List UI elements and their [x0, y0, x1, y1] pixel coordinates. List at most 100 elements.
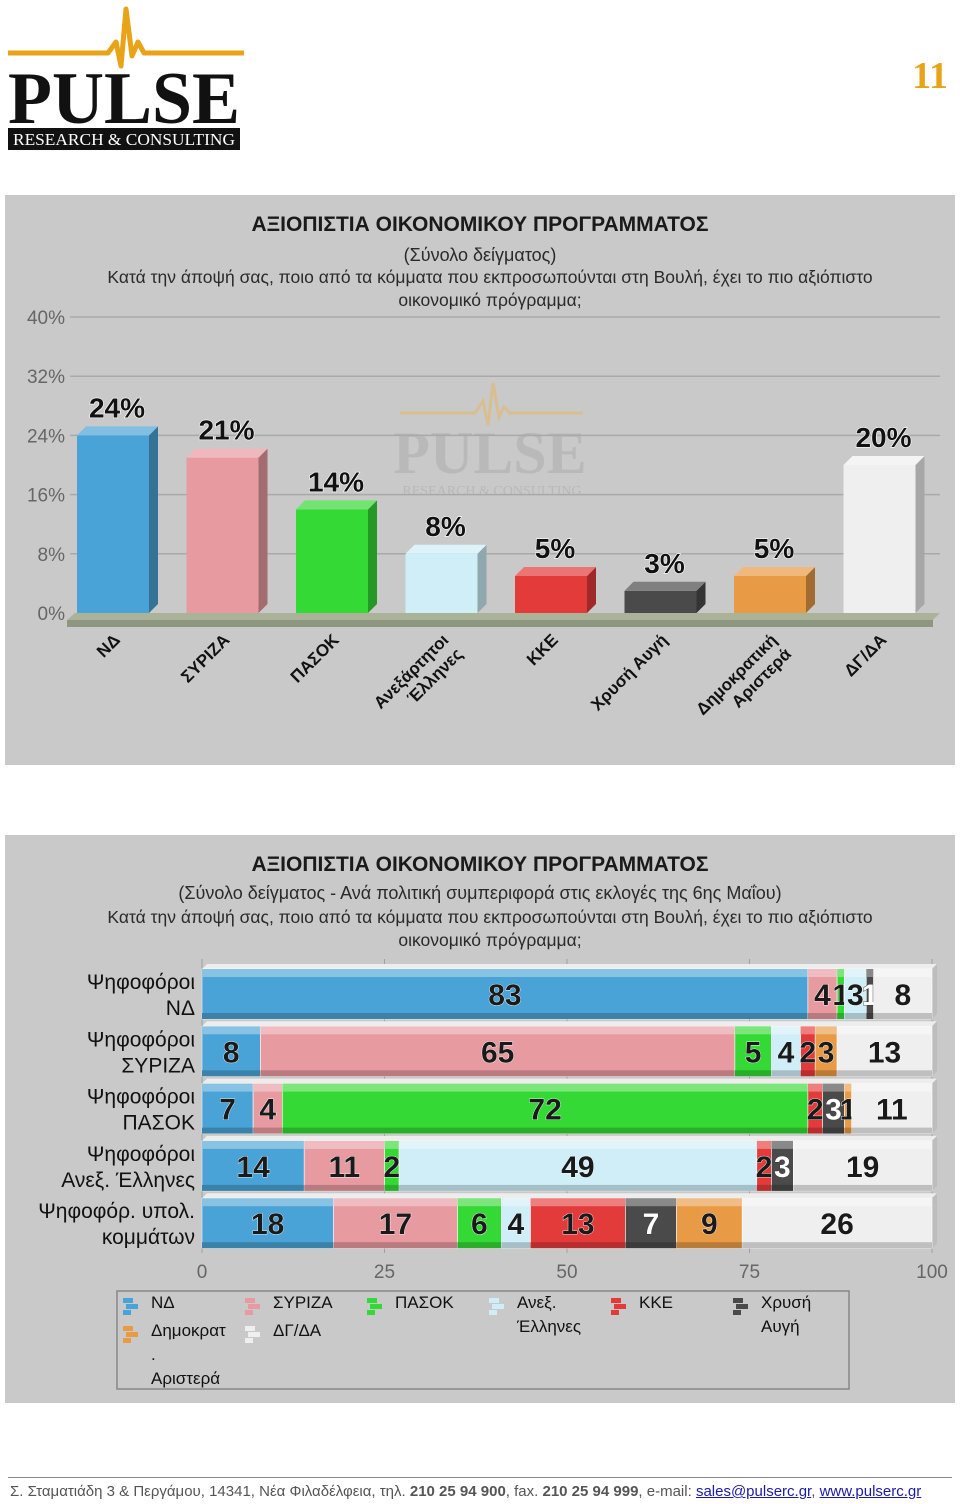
chart2-segment-label: 65: [481, 1036, 514, 1069]
chart2-legend-swatch: [123, 1310, 131, 1315]
chart2-legend-label: ΣΥΡΙΖΑ: [273, 1293, 333, 1312]
chart1-bar-side: [149, 426, 158, 613]
chart2-legend-swatch: [370, 1304, 382, 1309]
chart2-legend-swatch: [611, 1310, 619, 1315]
chart2-segment-shadow: [384, 1184, 400, 1191]
chart2-segment: [771, 1026, 801, 1077]
chart1-category-label: Χρυσή Αυγή: [587, 630, 671, 714]
chart1-subtitle: (Σύνολο δείγματος): [403, 245, 557, 265]
logo-subtext: RESEARCH & CONSULTING: [13, 130, 235, 149]
chart2-segment-highlight: [457, 1198, 502, 1207]
chart2-segment: [734, 1026, 772, 1077]
chart2-segment-shadow: [793, 1184, 932, 1191]
chart1-watermark-subtext: RESEARCH & CONSULTING: [402, 484, 581, 499]
chart2-segment: [500, 1197, 531, 1249]
chart2-segment-shadow: [457, 1242, 502, 1249]
chart2-segment-highlight: [384, 1140, 400, 1149]
chart2-segment-highlight: [202, 1198, 334, 1207]
chart2-segment-label: 7: [219, 1094, 236, 1127]
chart2-legend-swatch: [126, 1332, 138, 1337]
chart2-legend-label: Δημοκρατ: [151, 1321, 226, 1340]
chart2-legend-swatch: [123, 1298, 133, 1303]
chart2-segment-label: 72: [528, 1094, 561, 1127]
chart2-segment-label: 4: [259, 1094, 276, 1127]
chart1-bar-side: [696, 581, 706, 613]
footer-email-label: , e-mail:: [638, 1483, 692, 1500]
chart2-segment-shadow: [771, 1070, 801, 1077]
chart2-x-tick-label: 100: [916, 1262, 948, 1283]
chart2-segment-shadow: [734, 1070, 772, 1077]
chart2-legend-swatch: [123, 1338, 131, 1343]
footer-fax: 210 25 94 999: [542, 1483, 639, 1500]
chart2-segment-highlight: [822, 1083, 845, 1092]
chart2-row-label: Ψηφοφόροι: [87, 971, 195, 994]
chart2-segment: [260, 1026, 736, 1077]
chart2-segment-highlight: [800, 1026, 816, 1035]
chart2-segment-label: 5: [745, 1036, 762, 1069]
chart2-segment-label: 6: [471, 1208, 488, 1241]
chart2-segment: [303, 1140, 385, 1192]
chart2-segment-highlight: [734, 1026, 772, 1035]
chart2-legend-label: ΚΚΕ: [639, 1293, 673, 1312]
pulse-logo: PULSE RESEARCH & CONSULTING: [8, 6, 244, 150]
chart2-segment-highlight: [282, 1083, 808, 1092]
chart2-legend-swatch: [245, 1310, 253, 1315]
chart2-segment: [851, 1083, 933, 1134]
chart2-segment-shadow: [530, 1242, 626, 1249]
chart2-row-side: [932, 1135, 937, 1191]
chart2-segment: [201, 1197, 334, 1249]
footer-website-link[interactable]: www.pulserc.gr: [819, 1483, 922, 1500]
chart2-segment-shadow: [501, 1242, 531, 1249]
chart2-segment-highlight: [742, 1198, 932, 1207]
chart2-row-label: Ψηφοφόρ. υπολ.: [38, 1200, 195, 1223]
chart2-legend-label: ΠΑΣΟΚ: [395, 1293, 454, 1312]
chart2-segment-label: 3: [825, 1094, 842, 1127]
chart2-segment: [792, 1140, 933, 1192]
chart1-category-label: ΠΑΣΟΚ: [287, 630, 344, 687]
chart2-row-side: [932, 1021, 937, 1077]
chart2-segment-label: 8: [223, 1036, 240, 1069]
chart2-segment-highlight: [202, 1083, 254, 1092]
chart2-row-side: [932, 1193, 937, 1249]
chart2-segment-shadow: [815, 1070, 838, 1077]
chart1-value-label: 14%: [308, 466, 364, 497]
logo-subtext-bg: [8, 128, 240, 150]
chart2-segment-shadow: [333, 1242, 458, 1249]
chart2-segment-shadow: [202, 1242, 334, 1249]
chart1-floor: [67, 613, 940, 620]
chart2-segment-label: 4: [814, 979, 831, 1012]
chart1-category-label-group: ΚΚΕ: [523, 630, 562, 669]
chart2-segment-shadow: [851, 1127, 932, 1134]
chart2-segment: [398, 1140, 758, 1192]
chart2-segment-shadow: [399, 1184, 757, 1191]
chart2-segment-label: 3: [847, 979, 864, 1012]
chart2-legend-swatch: [367, 1298, 377, 1303]
chart2-segment-label: 2: [756, 1151, 773, 1184]
chart2-segment-shadow: [202, 1070, 261, 1077]
footer-email-link[interactable]: sales@pulserc.gr: [695, 1483, 812, 1500]
chart1-bar-side: [915, 456, 925, 613]
chart2-segment: [873, 968, 933, 1020]
chart2-legend-label: ΔΓ/ΔΑ: [273, 1321, 322, 1340]
chart2-segment-label: 11: [876, 1094, 908, 1127]
chart1-y-tick-label: 8%: [38, 545, 66, 566]
chart2-legend-swatch: [614, 1304, 626, 1309]
chart2-segment-label: 19: [846, 1151, 879, 1184]
chart2-row-label: ΠΑΣΟΚ: [123, 1112, 196, 1135]
chart2-segment-highlight: [771, 1140, 794, 1149]
chart2-segment-label: 3: [774, 1151, 791, 1184]
chart2-segment-highlight: [844, 969, 867, 977]
chart2-legend-swatch: [126, 1304, 138, 1309]
chart2-segment-highlight: [771, 1026, 801, 1035]
chart2-segment-shadow: [837, 1070, 932, 1077]
chart2-segment-highlight: [260, 1026, 735, 1035]
chart1-bar: [624, 590, 697, 613]
chart1-bar-side: [587, 567, 596, 613]
chart2-segment-highlight: [815, 1026, 838, 1035]
chart2-legend-label: Έλληνες: [516, 1317, 581, 1336]
chart2-segment-label: 7: [643, 1208, 660, 1241]
chart2-title: ΑΞΙΟΠΙΣΤΙΑ ΟΙΚΟΝΟΜΙΚΟΥ ΠΡΟΓΡΑΜΜΑΤΟΣ: [251, 853, 709, 876]
chart1-floor-edge: [67, 620, 933, 627]
chart2-segment-highlight: [807, 1083, 823, 1092]
